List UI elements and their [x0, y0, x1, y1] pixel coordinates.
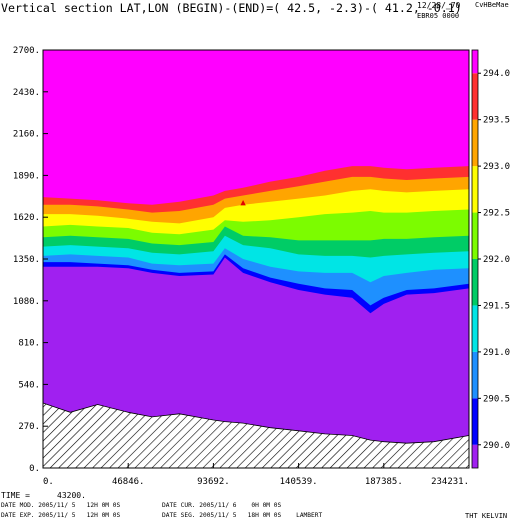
date-mod: DATE MOD. 2005/11/ 5 12H 0M 0S [1, 502, 121, 509]
colorbar-swatch [472, 50, 478, 74]
header-user: CvHBeMae [475, 1, 509, 9]
y-tick-label: 2430. [13, 88, 40, 98]
colorbar-swatch [472, 444, 478, 468]
contour-fill-layers [43, 50, 469, 468]
header-date: 12/28/‗70 [417, 1, 461, 10]
y-tick-label: 1620. [13, 213, 40, 223]
y-tick-label: 1890. [13, 171, 40, 181]
colorbar: 290.0 290.5 291.0 291.5 292.0 292.5 293.0 293.5… [471, 49, 510, 469]
y-tick-label: 810. [18, 339, 40, 349]
date-seg: DATE SEG. 2005/11/ 5 18H 0M 0S LAMBERT [162, 512, 323, 519]
time-label: TIME = [1, 491, 30, 500]
y-tick-label: 1080. [13, 297, 40, 307]
colorbar-swatch [472, 398, 478, 445]
header-run: EBR05 0000 [417, 12, 460, 20]
y-tick-label: 2160. [13, 130, 40, 140]
y-tick-label: 0. [29, 464, 40, 474]
colorbar-tick-label: 290.5 [483, 394, 510, 404]
colorbar-tick-label: 294.0 [483, 69, 510, 79]
colorbar-swatch [472, 166, 478, 213]
colorbar-tick-label: 291.5 [483, 301, 510, 311]
y-tick-label: 270. [18, 422, 40, 432]
colorbar-swatch [472, 212, 478, 259]
x-axis: 0. 46846. 93692. 140539. 187385. 234231. [42, 463, 470, 487]
variable-label: THT KELVIN [465, 512, 508, 520]
x-tick-label: 46846. [112, 477, 145, 487]
colorbar-swatch [472, 73, 478, 120]
colorbar-tick-label: 290.0 [483, 441, 510, 451]
terrain-hatch [42, 402, 470, 469]
y-tick-label: 540. [18, 380, 40, 390]
colorbar-tick-label: 293.0 [483, 162, 510, 172]
x-tick-label: 234231. [431, 477, 469, 487]
date-exp: DATE EXP. 2005/11/ 5 12H 0M 0S [1, 512, 121, 519]
y-axis: 0. 270. 540. 810. 1080. 1350. 1620. 1890. 2160. 2… [13, 46, 48, 474]
band-294 [43, 50, 469, 205]
colorbar-swatch [472, 119, 478, 167]
y-tick-label: 1350. [13, 255, 40, 265]
colorbar-tick-label: 291.0 [483, 348, 510, 358]
annotation-marker: ▲ [240, 198, 246, 208]
colorbar-tick-label: 292.0 [483, 255, 510, 265]
y-tick-label: 2700. [13, 46, 40, 56]
time-value: 43200. [57, 491, 86, 500]
x-tick-label: 0. [43, 477, 54, 487]
colorbar-tick-label: 293.5 [483, 116, 510, 126]
x-tick-label: 93692. [197, 477, 230, 487]
x-tick-label: 187385. [365, 477, 403, 487]
colorbar-swatch [472, 305, 478, 352]
colorbar-tick-label: 292.5 [483, 209, 510, 219]
date-cur: DATE CUR. 2005/11/ 6 0H 0M 0S [162, 502, 282, 509]
chart-title: Vertical section LAT,LON (BEGIN)-(END)=(… [1, 1, 462, 15]
x-tick-label: 140539. [280, 477, 318, 487]
colorbar-swatch [472, 351, 478, 399]
colorbar-swatch [472, 259, 478, 306]
